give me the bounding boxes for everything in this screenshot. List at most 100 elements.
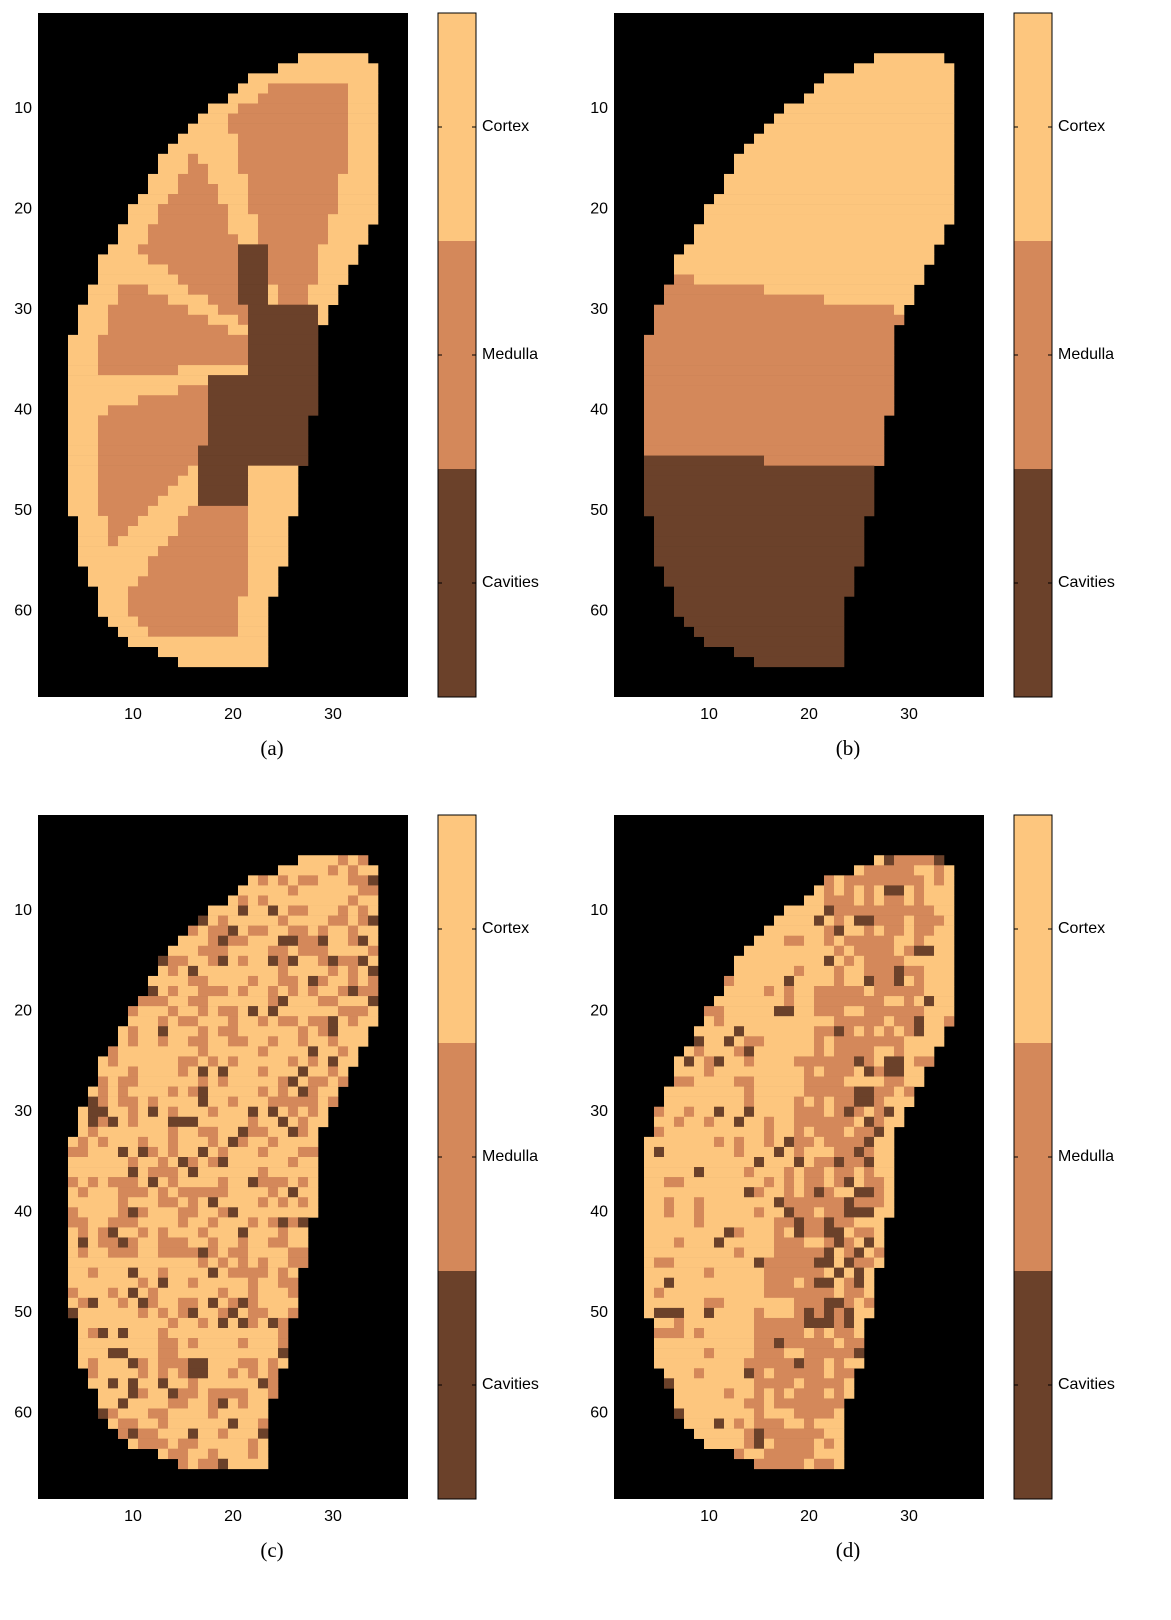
pixel-run bbox=[158, 1227, 169, 1238]
pixel-run bbox=[774, 1237, 805, 1248]
pixel-run bbox=[854, 1177, 865, 1188]
pixel-run bbox=[894, 935, 915, 947]
pixel-run bbox=[844, 1076, 885, 1087]
pixel-run bbox=[794, 1136, 815, 1148]
pixel-run bbox=[844, 1307, 855, 1319]
pixel-run bbox=[238, 314, 249, 326]
pixel-run bbox=[664, 1086, 745, 1097]
y-tick-label: 10 bbox=[14, 902, 32, 919]
pixel-run bbox=[904, 1046, 935, 1057]
pixel-run bbox=[824, 1388, 835, 1399]
pixel-run bbox=[268, 875, 279, 886]
pixel-run bbox=[824, 875, 835, 886]
pixel-run bbox=[654, 1287, 665, 1299]
pixel-run bbox=[904, 975, 915, 987]
pixel-run bbox=[68, 415, 99, 426]
pixel-run bbox=[248, 1448, 259, 1460]
pixel-run bbox=[98, 1267, 129, 1279]
pixel-run bbox=[278, 1277, 299, 1289]
pixel-run bbox=[774, 1146, 785, 1158]
pixel-run bbox=[318, 244, 359, 255]
pixel-run bbox=[168, 143, 239, 155]
pixel-run bbox=[754, 1207, 765, 1218]
pixel-run bbox=[228, 113, 349, 124]
pixel-run bbox=[228, 1066, 259, 1077]
pixel-run bbox=[794, 1307, 805, 1319]
pixel-run bbox=[644, 405, 895, 416]
colorbar-label: Medulla bbox=[482, 1148, 538, 1165]
pixel-run bbox=[138, 576, 249, 587]
pixel-run bbox=[824, 1307, 835, 1319]
pixel-run bbox=[198, 1227, 209, 1238]
pixel-run bbox=[348, 875, 369, 886]
pixel-run bbox=[268, 1086, 279, 1097]
colorbar-segment bbox=[438, 1043, 476, 1272]
pixel-run bbox=[368, 915, 379, 926]
pixel-run bbox=[714, 1116, 735, 1128]
pixel-run bbox=[278, 1338, 289, 1349]
pixel-run bbox=[148, 1287, 159, 1299]
pixel-run bbox=[308, 986, 319, 997]
pixel-run bbox=[754, 1167, 785, 1178]
pixel-run bbox=[258, 1277, 279, 1289]
pixel-run bbox=[88, 1328, 99, 1339]
pixel-run bbox=[108, 1227, 119, 1238]
pixel-run bbox=[268, 1378, 279, 1389]
pixel-run bbox=[814, 1026, 835, 1037]
pixel-run bbox=[874, 885, 885, 896]
pixel-run bbox=[138, 1227, 149, 1238]
pixel-run bbox=[824, 1207, 845, 1218]
pixel-run bbox=[138, 1287, 149, 1299]
pixel-run bbox=[298, 986, 309, 997]
pixel-run bbox=[834, 925, 845, 937]
pixel-run bbox=[188, 1448, 209, 1460]
pixel-run bbox=[258, 1006, 269, 1017]
pixel-run bbox=[188, 1398, 209, 1409]
pixel-run bbox=[308, 1056, 319, 1067]
pixel-run bbox=[644, 1167, 695, 1178]
pixel-run bbox=[138, 1106, 149, 1118]
pixel-run bbox=[178, 935, 209, 947]
pixel-run bbox=[208, 1358, 239, 1369]
pixel-run bbox=[278, 996, 289, 1007]
pixel-run bbox=[288, 996, 319, 1007]
pixel-run bbox=[824, 1237, 835, 1248]
pixel-run bbox=[98, 415, 209, 426]
pixel-run bbox=[714, 1106, 725, 1118]
pixel-run bbox=[108, 1086, 119, 1097]
pixel-run bbox=[68, 355, 99, 366]
pixel-run bbox=[68, 1227, 79, 1238]
pixel-run bbox=[208, 1036, 229, 1047]
pixel-run bbox=[338, 996, 369, 1007]
pixel-run bbox=[118, 1378, 129, 1389]
pixel-run bbox=[644, 1217, 695, 1228]
pixel-run bbox=[198, 153, 239, 165]
pixel-run bbox=[128, 1287, 139, 1299]
pixel-run bbox=[258, 1177, 289, 1188]
pixel-run bbox=[904, 1066, 925, 1077]
pixel-run bbox=[744, 1096, 755, 1108]
pixel-run bbox=[288, 885, 299, 896]
pixel-run bbox=[68, 1217, 89, 1228]
pixel-run bbox=[328, 935, 349, 947]
pixel-run bbox=[704, 1307, 715, 1319]
pixel-run bbox=[238, 905, 249, 916]
pixel-run bbox=[188, 153, 199, 165]
pixel-run bbox=[288, 1257, 309, 1268]
pixel-run bbox=[278, 1116, 289, 1128]
pixel-run bbox=[218, 1247, 229, 1258]
pixel-run bbox=[834, 1036, 905, 1047]
pixel-run bbox=[158, 1106, 169, 1118]
pixel-run bbox=[228, 1177, 249, 1188]
pixel-run bbox=[208, 1006, 219, 1017]
pixel-run bbox=[874, 1136, 895, 1148]
pixel-run bbox=[674, 1197, 695, 1208]
pixel-run bbox=[328, 1036, 339, 1047]
pixel-run bbox=[208, 173, 249, 185]
pixel-run bbox=[734, 975, 785, 987]
pixel-run bbox=[844, 1157, 865, 1168]
y-tick-label: 40 bbox=[590, 1204, 608, 1221]
pixel-run bbox=[644, 395, 895, 406]
pixel-run bbox=[228, 224, 259, 235]
pixel-run bbox=[208, 1247, 219, 1258]
